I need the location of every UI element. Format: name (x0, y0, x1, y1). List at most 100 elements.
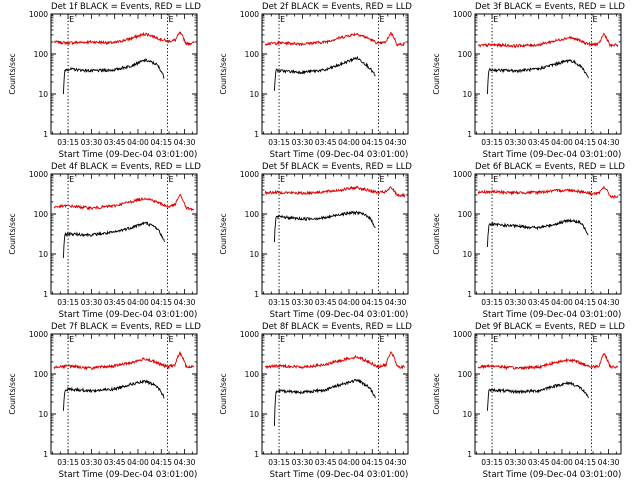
x-axis-label: Start Time (09-Dec-04 03:01:00) (270, 470, 409, 480)
lld-series-line (264, 31, 406, 47)
panel-title: Det 3f BLACK = Events, RED = LLD (475, 2, 625, 12)
marker-flag: E (592, 335, 597, 344)
x-tick-label: 04:15 (150, 298, 172, 307)
x-tick-label: 04:30 (385, 138, 407, 147)
x-axis-label: Start Time (09-Dec-04 03:01:00) (270, 310, 409, 320)
y-tick-label: 1000 (29, 10, 48, 19)
y-tick-label: 1000 (240, 10, 259, 19)
y-axis-label: Counts/sec (219, 213, 228, 254)
plot-frame (261, 333, 409, 455)
x-tick-label: 04:30 (174, 458, 196, 467)
marker-flag: E (280, 15, 285, 24)
events-series-line (486, 59, 589, 95)
detector-panel-4: Det 4f BLACK = Events, RED = LLD Counts/s… (8, 162, 201, 320)
x-tick-label: 04:00 (551, 298, 573, 307)
detector-panel-1: Det 1f BLACK = Events, RED = LLD Counts/s… (8, 2, 201, 160)
y-tick-label: 1 (254, 450, 259, 459)
lld-series-line (53, 31, 195, 47)
y-tick-label: 100 (458, 370, 473, 379)
x-tick-label: 03:45 (315, 138, 337, 147)
events-series-line (62, 58, 165, 95)
marker-flag: E (280, 335, 285, 344)
events-series-line (486, 218, 589, 247)
marker-flag: E (69, 15, 74, 24)
y-tick-label: 1 (467, 450, 472, 459)
x-tick-label: 03:45 (528, 458, 550, 467)
panel-title: Det 2f BLACK = Events, RED = LLD (262, 2, 412, 12)
marker-flag: E (493, 335, 498, 344)
x-tick-label: 03:15 (268, 298, 290, 307)
x-tick-label: 03:45 (315, 298, 337, 307)
detector-panel-9: Det 9f BLACK = Events, RED = LLD Counts/s… (432, 322, 625, 480)
lld-series-line (477, 32, 619, 49)
marker-flag: E (280, 175, 285, 184)
x-tick-label: 03:30 (292, 298, 314, 307)
events-series-line (273, 378, 376, 427)
marker-flag: E (168, 15, 173, 24)
x-tick-label: 04:30 (598, 458, 620, 467)
events-series-line (62, 379, 165, 411)
x-tick-label: 04:00 (551, 458, 573, 467)
x-tick-label: 03:30 (292, 138, 314, 147)
x-tick-label: 04:30 (385, 458, 407, 467)
y-axis-label: Counts/sec (432, 213, 441, 254)
x-tick-label: 04:15 (361, 138, 383, 147)
y-tick-label: 100 (34, 210, 49, 219)
lld-series-line (477, 352, 619, 371)
panel-title: Det 7f BLACK = Events, RED = LLD (51, 322, 201, 332)
x-tick-label: 04:15 (361, 298, 383, 307)
marker-flag: E (592, 15, 597, 24)
x-tick-label: 04:30 (174, 298, 196, 307)
x-tick-label: 03:45 (315, 458, 337, 467)
y-tick-label: 10 (38, 90, 48, 99)
x-tick-label: 04:15 (574, 138, 596, 147)
y-axis-label: Counts/sec (432, 373, 441, 414)
x-tick-label: 03:15 (481, 138, 503, 147)
y-tick-label: 10 (38, 410, 48, 419)
x-tick-label: 04:30 (598, 138, 620, 147)
events-series-line (486, 380, 589, 411)
x-tick-label: 04:00 (127, 298, 149, 307)
detector-panel-8: Det 8f BLACK = Events, RED = LLD Counts/s… (219, 322, 412, 480)
detector-panel-2: Det 2f BLACK = Events, RED = LLD Counts/s… (219, 2, 412, 160)
y-tick-label: 1 (43, 290, 48, 299)
x-tick-label: 04:15 (361, 458, 383, 467)
x-tick-label: 03:30 (81, 458, 103, 467)
x-tick-label: 03:15 (268, 458, 290, 467)
y-tick-label: 1 (254, 130, 259, 139)
detector-panel-6: Det 6f BLACK = Events, RED = LLD Counts/s… (432, 162, 625, 320)
marker-flag: E (69, 175, 74, 184)
y-tick-label: 1000 (453, 330, 472, 339)
y-tick-label: 1 (467, 130, 472, 139)
y-tick-label: 1000 (453, 10, 472, 19)
x-tick-label: 04:00 (551, 138, 573, 147)
plot-frame (474, 173, 622, 295)
y-tick-label: 1 (43, 450, 48, 459)
y-axis-label: Counts/sec (432, 53, 441, 94)
y-axis-label: Counts/sec (8, 53, 17, 94)
x-axis-label: Start Time (09-Dec-04 03:01:00) (483, 150, 622, 160)
plot-frame (50, 173, 198, 295)
y-tick-label: 100 (245, 210, 260, 219)
marker-flag: E (379, 335, 384, 344)
plot-frame (261, 173, 409, 295)
y-tick-label: 10 (249, 250, 259, 259)
x-tick-label: 04:00 (127, 138, 149, 147)
y-tick-label: 100 (458, 210, 473, 219)
y-tick-label: 1000 (240, 170, 259, 179)
y-tick-label: 1 (254, 290, 259, 299)
plot-frame (261, 13, 409, 135)
plot-frame (50, 333, 198, 455)
x-tick-label: 04:00 (338, 138, 360, 147)
y-tick-label: 10 (462, 90, 472, 99)
plot-frame (50, 13, 198, 135)
lld-series-line (477, 185, 619, 200)
marker-flag: E (493, 175, 498, 184)
events-series-line (62, 221, 165, 258)
x-tick-label: 03:45 (104, 298, 126, 307)
y-tick-label: 1000 (453, 170, 472, 179)
y-tick-label: 10 (249, 90, 259, 99)
marker-flag: E (379, 15, 384, 24)
y-tick-label: 100 (245, 370, 260, 379)
x-tick-label: 04:15 (574, 458, 596, 467)
